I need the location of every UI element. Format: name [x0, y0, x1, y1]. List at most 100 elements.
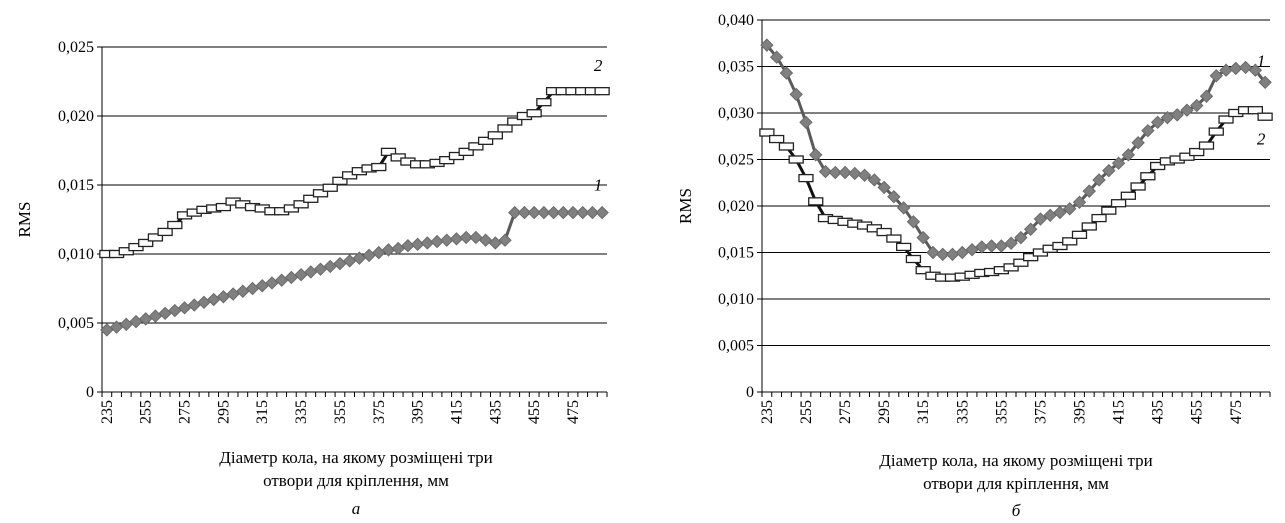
data-point	[1023, 252, 1039, 262]
x-tick-label: 375	[1032, 400, 1049, 424]
data-point	[323, 259, 337, 274]
data-point	[1091, 213, 1107, 223]
data-point	[760, 38, 774, 52]
data-point	[1004, 236, 1018, 250]
x-tick-label: 315	[915, 400, 932, 424]
data-point	[887, 189, 901, 204]
data-point	[576, 205, 590, 220]
data-point	[313, 262, 328, 276]
series-label: 2	[594, 56, 603, 75]
data-point	[430, 234, 444, 249]
data-point	[129, 314, 143, 329]
data-point	[1247, 106, 1263, 115]
series-1: 1	[100, 176, 609, 337]
data-point	[809, 148, 823, 162]
data-point	[168, 303, 182, 318]
data-point	[1180, 103, 1194, 117]
data-point	[469, 230, 483, 245]
data-point	[536, 98, 552, 107]
data-point	[148, 309, 163, 323]
data-point	[566, 205, 580, 220]
data-point	[788, 155, 804, 164]
data-point	[1208, 127, 1224, 136]
data-point	[1229, 61, 1243, 76]
data-point	[391, 241, 405, 256]
data-point	[585, 205, 600, 220]
data-point	[818, 164, 833, 179]
x-tick-label: 415	[448, 400, 465, 424]
data-point	[546, 205, 561, 220]
data-point	[1102, 163, 1116, 178]
data-point	[304, 265, 318, 279]
data-point	[1218, 115, 1234, 124]
x-tick-label: 435	[1150, 400, 1167, 424]
data-point	[926, 245, 940, 260]
data-point	[1111, 156, 1126, 170]
series-label: 1	[594, 176, 603, 195]
data-point	[1053, 205, 1067, 220]
data-point	[1258, 75, 1272, 90]
data-point	[293, 200, 309, 209]
x-tick-label: 255	[138, 400, 155, 424]
data-point	[274, 273, 289, 287]
data-point	[477, 136, 494, 145]
x-tick-label: 455	[1189, 400, 1206, 424]
x-axis-title-line: отвори для кріплення, мм	[263, 471, 449, 490]
data-point	[769, 134, 785, 144]
data-point	[100, 323, 114, 337]
data-point	[1121, 148, 1136, 162]
x-tick-label: 455	[526, 400, 543, 424]
series-line	[106, 211, 603, 332]
x-tick-label: 295	[876, 400, 893, 424]
data-point	[167, 220, 183, 230]
data-point	[322, 183, 338, 192]
data-point	[138, 238, 154, 248]
data-point	[1023, 222, 1038, 236]
data-point	[362, 248, 376, 263]
x-tick-label: 295	[215, 400, 232, 424]
data-point	[1257, 112, 1273, 121]
x-tick-label: 275	[177, 400, 194, 424]
y-tick-label: 0,020	[58, 108, 94, 125]
y-tick-label: 0,035	[718, 59, 754, 76]
data-point	[1209, 69, 1223, 83]
data-point	[1131, 136, 1145, 150]
y-tick-label: 0,005	[58, 315, 94, 332]
data-point	[1190, 98, 1204, 113]
y-tick-label: 0,015	[58, 177, 94, 194]
data-point	[955, 245, 969, 260]
data-point	[215, 202, 232, 212]
data-point	[769, 50, 784, 64]
data-point	[303, 194, 319, 203]
data-point	[1013, 258, 1029, 267]
x-tick-label: 475	[1228, 400, 1245, 424]
data-point	[537, 205, 551, 220]
data-point	[799, 115, 813, 130]
data-point	[857, 168, 872, 183]
data-point	[487, 131, 503, 140]
data-point	[1092, 173, 1106, 187]
data-point	[478, 233, 493, 247]
data-point	[527, 205, 541, 220]
data-point	[1189, 147, 1205, 157]
y-tick-label: 0,005	[718, 338, 754, 355]
data-point	[1199, 89, 1214, 103]
data-point	[1170, 108, 1184, 122]
panel-caption: а	[352, 499, 361, 518]
data-point	[265, 276, 279, 290]
y-tick-label: 0,040	[718, 12, 754, 29]
x-tick-label: 395	[410, 400, 427, 424]
x-tick-label: 395	[1072, 400, 1089, 424]
y-tick-label: 0	[746, 384, 754, 401]
x-tick-label: 355	[332, 400, 349, 424]
data-point	[896, 242, 912, 252]
x-axis-title-line: Діаметр кола, на якому розміщені три	[879, 451, 1152, 470]
x-tick-label: 255	[798, 400, 815, 424]
data-point	[177, 301, 192, 315]
series-2: 2	[759, 106, 1273, 282]
data-point	[187, 298, 201, 312]
data-point	[886, 234, 902, 243]
data-point	[158, 306, 172, 321]
data-point	[245, 281, 260, 296]
